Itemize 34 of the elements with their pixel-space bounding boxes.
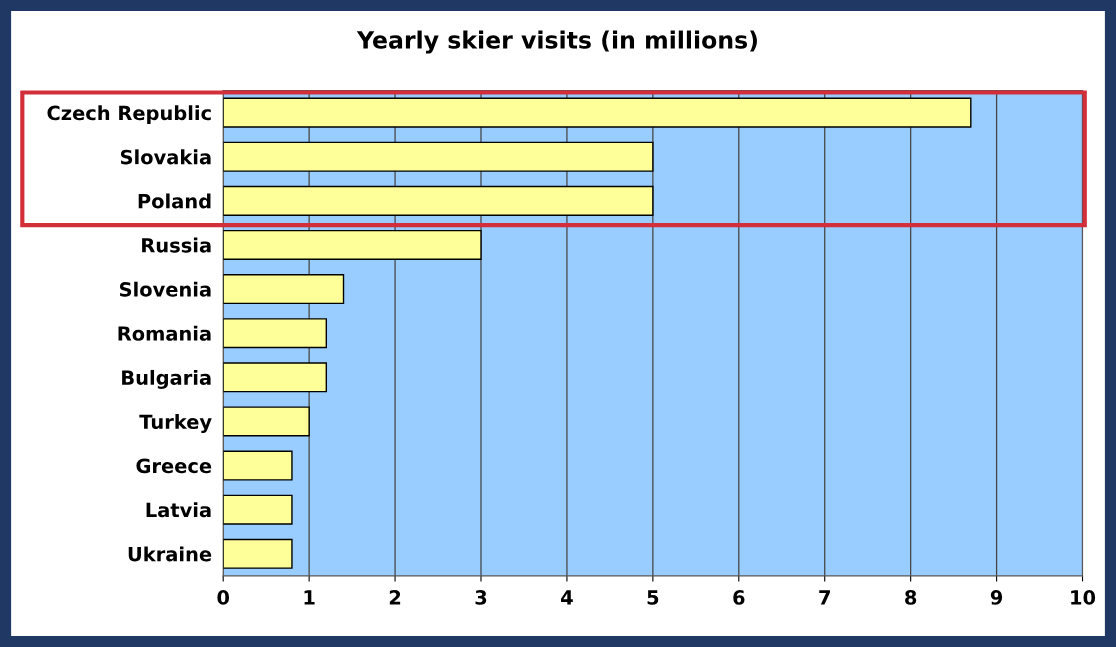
bar	[223, 406, 310, 437]
x-tick-label: 3	[475, 590, 487, 605]
bar	[223, 229, 482, 261]
bar	[223, 450, 293, 481]
x-tick-label: 7	[819, 590, 830, 605]
bar	[223, 362, 328, 393]
x-tick-label: 4	[561, 590, 573, 605]
y-tick-label: Slovakia	[120, 149, 211, 165]
x-tick-label: 8	[905, 590, 917, 605]
y-tick-label: Poland	[138, 193, 211, 209]
bar	[223, 185, 654, 216]
y-tick-label: Greece	[136, 458, 212, 474]
bar	[223, 494, 293, 525]
y-tick-label: Latvia	[146, 502, 211, 518]
bar	[223, 318, 328, 349]
y-tick-label: Bulgaria	[122, 369, 211, 389]
y-tick-label: Romania	[118, 325, 211, 341]
x-tick-label: 2	[389, 590, 401, 605]
x-tick-label: 9	[990, 590, 1003, 605]
bar	[223, 141, 654, 172]
chart-title: Yearly skier visits (in millions)	[356, 30, 757, 54]
bar	[223, 538, 293, 569]
y-tick-label: Turkey	[139, 414, 212, 434]
y-tick-label: Czech Republic	[47, 105, 211, 125]
x-tick-label: 6	[733, 590, 745, 605]
y-tick-label: Russia	[142, 237, 211, 253]
y-tick-label: Slovenia	[119, 281, 211, 297]
y-tick-label: Ukraine	[128, 546, 212, 562]
x-tick-label: 10	[1071, 590, 1096, 605]
x-tick-label: 0	[217, 590, 230, 605]
x-tick-label: 1	[304, 590, 315, 605]
bar	[223, 274, 345, 305]
bar	[223, 97, 972, 128]
x-tick-label: 5	[647, 590, 659, 605]
